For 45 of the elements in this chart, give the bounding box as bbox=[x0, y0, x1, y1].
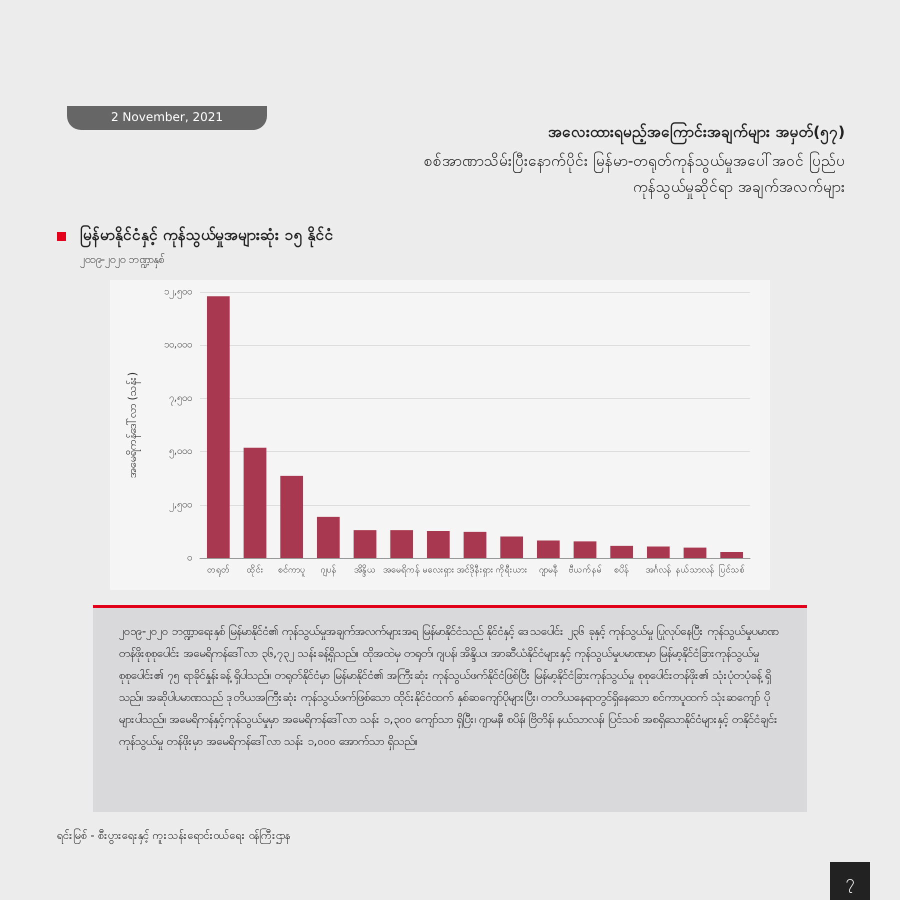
bar bbox=[536, 540, 560, 558]
x-tick-label: တရုတ် bbox=[206, 564, 230, 576]
bar bbox=[426, 530, 450, 558]
bar bbox=[206, 296, 230, 558]
x-tick-label: နယ်သာလန် bbox=[676, 564, 714, 576]
text: ရင်းမြစ် - စီးပွားရေးနှင့် ကူးသန်းရောင်းဝယ်ရေး ဝန်ကြီးဌာန bbox=[57, 828, 290, 844]
text: အလေးထားရမည့်အကြောင်းအချက်များ အမှတ်(၅၇) bbox=[547, 122, 845, 144]
text: စစ်အာဏာသိမ်းပြီးနောက်ပိုင်း မြန်မာ-တရုတ်ကုန်သွယ်မှုအပေါ်အဝင် ပြည်ပကုန်သွယ်မှုဆိုင်ရာ အချက်အလက်များ bbox=[423, 150, 845, 200]
y-tick-label: ၀ bbox=[187, 552, 192, 564]
bar bbox=[354, 530, 376, 558]
x-tick-label: အင်ဒိုနီးရှား bbox=[456, 564, 494, 576]
y-tick-label: ၂,၅၀၀ bbox=[168, 499, 192, 512]
bar bbox=[720, 552, 744, 558]
text: ၇ bbox=[830, 862, 870, 900]
bar bbox=[464, 532, 486, 558]
bar bbox=[316, 516, 340, 558]
x-tick-label: အင်္ဂလန် bbox=[645, 564, 672, 576]
bar bbox=[280, 476, 304, 558]
bar bbox=[646, 546, 670, 558]
x-tick-label: ဂျာမနီ bbox=[538, 564, 558, 576]
y-axis-title: အမေရိကန်ဒေါ်လာ (သန်း) bbox=[126, 372, 141, 478]
x-tick-label: ဗီယက်နမ် bbox=[568, 564, 602, 576]
x-tick-label: အိန္ဒိယ bbox=[354, 564, 376, 576]
text: ၂၀၁၉-၂၀၂၀ ဘဏ္ဍာရေးနှစ် မြန်မာနိုင်ငံ၏ ကုန်သွယ်မှုအချက်အလက်များအရ မြန်မာနိုင်ငံသည် နိုင်ငံနှင့် ဒေသပေါင်း ၂၃၆ ခုနှင့် ကုန်သွယ်မှု ပြုလုပ်နေပြီး ကုန်သွယ်မှုပမာဏတန်ဖိုးစုစုပေါင်း အမေရိကန်ဒေါ်လာ ၃၆,၇၃၂ သန်းခန့်ရှိသည်။ ထိုအထဲမှ တရုတ်၊ ဂျပန်၊ အိန္ဒိယ၊ အာဆီယံနိုင်ငံများနှင့် ကုန်သွယ်မှုပမာဏမှာ မြန်မာ့နိုင်ငံခြားကုန်သွယ်မှုစုစုပေါင်း၏ ၇၅ ရာခိုင်နှုန်းခန့် ရှိပါသည်။ တရုတ်နိုင်ငံမှာ မြန်မာနိုင်ငံ၏ အကြီးဆုံး ကုန်သွယ်ဖက်နိုင်ငံဖြစ်ပြီး မြန်မာ့နိုင်ငံခြားကုန်သွယ်မှု စုစုပေါင်းတန်ဖိုး၏ သုံးပုံတပုံခန့် ရှိသည်။ အဆိုပါပမာဏသည် ဒုတိယအကြီးဆုံး ကုန်သွယ်ဖက်ဖြစ်သော ထိုင်းနိုင်ငံထက် နှစ်ဆကျော်ပိုများပြီး၊ တတိယနေရာတွင်ရှိနေသော စင်ကာပူထက် သုံးဆကျော် ပိုများပါသည်။ အမေရိကန်နှင့်ကုန်သွယ်မှုမှာ အမေရိကန်ဒေါ်လာ သန်း ၁,၃၀၀ ကျော်သာ ရှိပြီး၊ ဂျာမနီ၊ စပိန်၊ ဗြိတိန်၊ နယ်သာလန်၊ ပြင်သစ် အစရှိသောနိုင်ငံများနှင့် တနိုင်ငံချင်း ကုန်သွယ်မှု တန်ဖိုးမှာ အမေရိကန်ဒေါ်လာ သန်း ၁,၀၀၀ အောက်သာ ရှိသည်။ bbox=[93, 605, 807, 812]
bar bbox=[610, 546, 634, 558]
bar bbox=[244, 448, 266, 558]
x-tick-label: ကိုရီးယား bbox=[496, 564, 528, 576]
x-tick-label: ဂျပန် bbox=[320, 564, 336, 576]
x-tick-label: စင်ကာပူ bbox=[278, 564, 306, 576]
y-tick-label: ၁၂,၅၀၀ bbox=[164, 286, 192, 300]
chart-title: မြန်မာနိုင်ငံနှင့် ကုန်သွယ်မှုအများဆုံး ၁၅ နိုင်ငံ bbox=[80, 225, 334, 247]
y-tick-label: ၅,၀၀၀ bbox=[168, 446, 192, 460]
bar bbox=[500, 536, 524, 558]
bar bbox=[684, 548, 706, 558]
text: 2 November, 2021 bbox=[67, 106, 267, 130]
bar bbox=[390, 530, 414, 558]
y-tick-label: ၇,၅၀၀ bbox=[168, 392, 192, 406]
x-tick-label: မလေးရှား bbox=[422, 566, 454, 576]
chart-subtitle: ၂၀၁၉-၂၀၂၀ ဘဏ္ဍာနှစ် bbox=[80, 252, 164, 268]
x-tick-label: စပိန် bbox=[614, 564, 630, 576]
x-tick-label: ပြင်သစ် bbox=[718, 564, 746, 576]
bar bbox=[574, 541, 596, 558]
x-tick-label: ထိုင်း bbox=[246, 564, 264, 576]
x-tick-label: အမေရိကန် bbox=[383, 564, 420, 576]
y-tick-label: ၁၀,၀၀၀ bbox=[164, 340, 192, 351]
